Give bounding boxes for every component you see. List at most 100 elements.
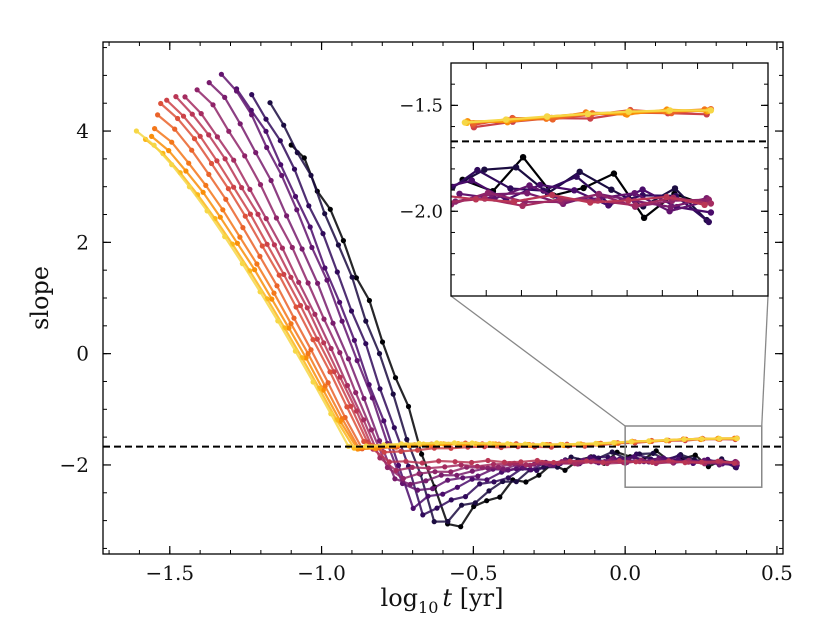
series-point [448, 469, 454, 475]
series-point [528, 467, 534, 473]
series-point [475, 473, 481, 479]
inset-series-point [502, 116, 510, 123]
series-point [240, 225, 246, 231]
series-point [663, 437, 670, 443]
series-point [398, 448, 404, 454]
inset-series-point [705, 218, 712, 226]
series-point [322, 265, 328, 271]
inset-series-point [507, 185, 514, 192]
series-point [353, 275, 359, 281]
series-point [337, 299, 343, 305]
series-point [484, 498, 490, 504]
series-point [369, 395, 375, 401]
inset-series-point [451, 201, 455, 208]
series-point [288, 321, 294, 327]
series-point [407, 481, 413, 487]
series-point [271, 242, 277, 248]
series-point [257, 253, 263, 259]
series-point [208, 160, 215, 167]
series-point [434, 440, 440, 446]
series-point [237, 234, 243, 240]
series-point [344, 382, 350, 389]
inset-series-point [639, 186, 646, 193]
inset-background [451, 63, 768, 296]
series-point [206, 132, 212, 138]
series-point [222, 234, 228, 240]
series-point [210, 102, 216, 108]
series-point [572, 461, 578, 467]
series-point [536, 472, 542, 478]
series-point [310, 379, 316, 385]
series-point [231, 157, 237, 163]
series-point [155, 112, 161, 118]
series-point [485, 457, 491, 464]
series-point [361, 438, 367, 445]
series-point [458, 524, 464, 530]
inset-series-point [519, 154, 527, 161]
series-point [189, 147, 195, 153]
series-point [448, 497, 454, 503]
series-point [278, 162, 284, 168]
inset-series-point [573, 173, 580, 180]
series-point [277, 138, 283, 144]
series-point [587, 454, 593, 461]
series-point [451, 440, 457, 446]
series-point [361, 417, 367, 423]
series-point [628, 439, 634, 445]
series-point [351, 337, 357, 343]
series-point [420, 512, 426, 518]
series-point [426, 465, 432, 471]
series-point [203, 182, 209, 188]
series-point [172, 126, 178, 132]
series-point [183, 168, 189, 174]
series-point [173, 94, 179, 100]
y-tick-label: 2 [76, 230, 89, 254]
series-point [716, 435, 723, 442]
series-point [315, 280, 321, 286]
y-axis-label: slope [26, 266, 54, 330]
y-tick-label: −2 [60, 453, 89, 477]
inset-series-point [608, 186, 615, 193]
series-point [403, 458, 409, 464]
inset-ticks: −1.5 −2.0 [399, 63, 769, 296]
series-point [328, 345, 334, 352]
series-point [646, 438, 652, 444]
series-point [442, 464, 448, 470]
series-point [344, 404, 350, 410]
series-point [731, 460, 738, 466]
x-tick-label: 0.0 [609, 561, 641, 585]
series-point [194, 87, 200, 93]
main-ticks: −1.5 −1.0 −0.5 0.0 0.5 −2 0 2 4 [60, 42, 793, 585]
x-axis-label: log10 t [yr] [381, 584, 504, 617]
series-point [263, 216, 269, 222]
series-point [381, 449, 387, 455]
series-point [469, 468, 475, 474]
series-point [292, 348, 298, 354]
series-point [330, 320, 336, 326]
series-point [361, 395, 367, 402]
x-axis-label-variable: t [442, 584, 452, 612]
series-point [409, 464, 415, 470]
series-point [255, 211, 261, 217]
series-point [247, 186, 253, 192]
series-point [308, 347, 314, 353]
series-point [249, 92, 255, 98]
inset-series-point [663, 193, 670, 201]
series-point [322, 211, 328, 217]
series-point [297, 302, 304, 309]
series-point [218, 71, 224, 77]
series-point [220, 207, 226, 213]
series-point [214, 134, 220, 140]
zoom-connector-right [761, 295, 769, 427]
series-point [191, 136, 198, 142]
series-point [391, 425, 397, 431]
series-point [410, 505, 416, 511]
series-point [501, 459, 507, 465]
series-point [257, 289, 263, 295]
inset-series-point [631, 190, 638, 197]
series-point [231, 184, 237, 190]
series-point [423, 478, 429, 484]
series-point [158, 100, 164, 107]
series-point [217, 214, 223, 220]
series-point [431, 519, 437, 525]
